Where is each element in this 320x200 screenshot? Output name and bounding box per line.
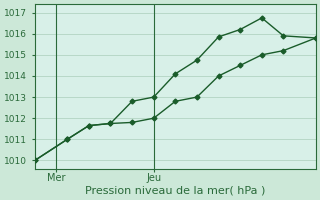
X-axis label: Pression niveau de la mer( hPa ): Pression niveau de la mer( hPa ): [85, 186, 266, 196]
